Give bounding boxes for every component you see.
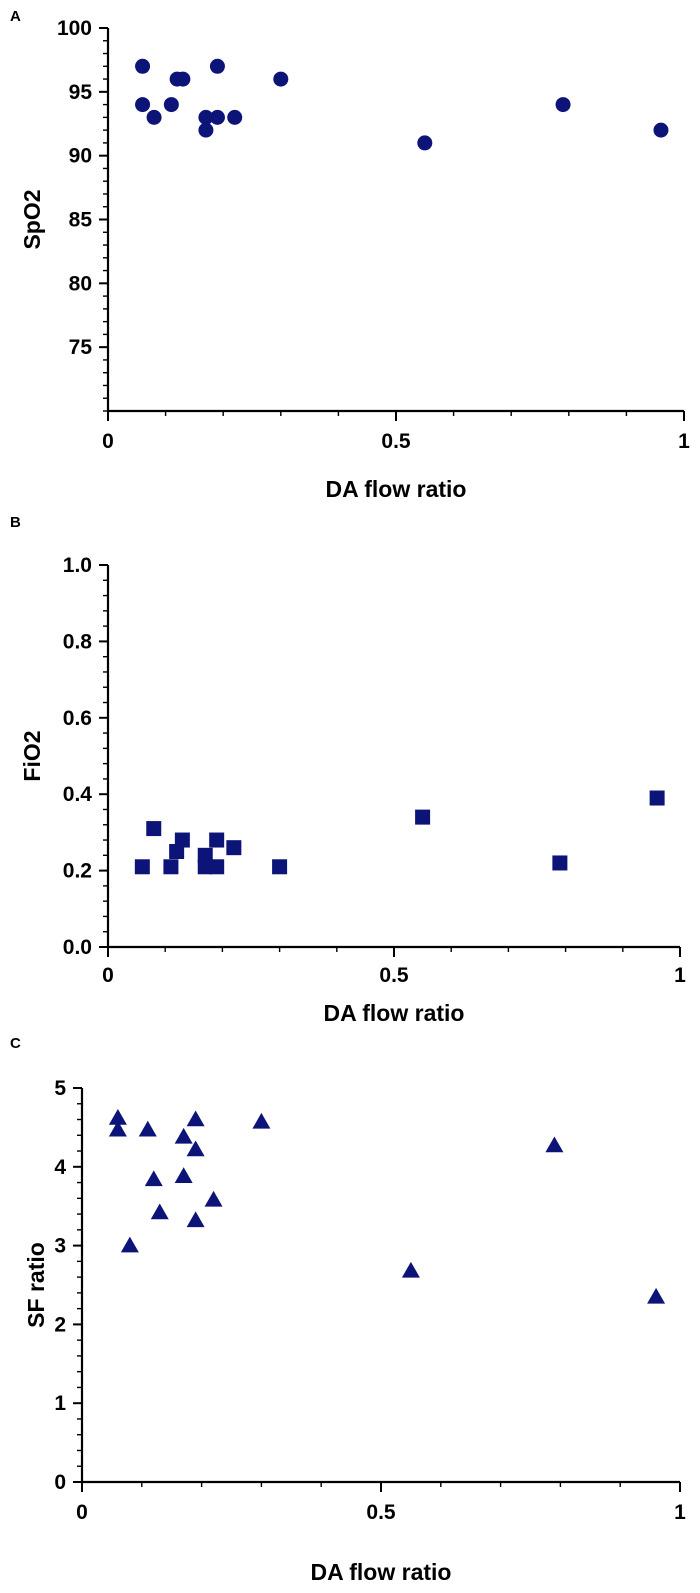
panel-b-y-axis-title: FiO2 [19, 730, 45, 781]
panel-a-point [273, 71, 289, 87]
panel-b-point [552, 855, 568, 871]
panel-c-point [647, 1287, 666, 1304]
panel-a-y-tick-label: 100 [57, 17, 92, 40]
panel-c-point [174, 1167, 193, 1184]
panel-a-x-tick-label: 0.5 [381, 430, 411, 453]
panel-a-point [653, 122, 669, 138]
panel-b: B 0.00.20.40.60.81.0 0 0.5 1 FiO2 DA flow … [10, 514, 686, 1026]
panel-b-y-tick-label: 0.2 [63, 860, 92, 883]
panel-a-y-tick-label: 85 [69, 209, 93, 232]
panel-a-points [135, 58, 669, 151]
panel-b-x-tick-label: 0.5 [379, 964, 409, 987]
panel-c-y-tick-label: 5 [54, 1077, 66, 1100]
panel-c-point [150, 1203, 169, 1220]
panel-a-point [175, 71, 191, 87]
panel-a-axes [99, 27, 685, 421]
panel-c-point [186, 1140, 205, 1157]
panel-c-letter: C [10, 1035, 21, 1052]
panel-a-y-tick-labels: 75 80 85 90 95 100 [57, 17, 92, 359]
panel-b-y-tick-labels: 0.0 0.2 0.4 0.6 0.8 1.0 [63, 554, 93, 959]
panel-b-x-tick-label: 0 [102, 964, 114, 987]
panel-a-point [163, 97, 179, 113]
panel-c-y-axis-title: SF ratio [23, 1242, 49, 1328]
panel-b-point [272, 859, 288, 875]
panel-a-point [135, 58, 151, 74]
panel-c-axes [73, 1087, 681, 1492]
panel-a-x-tick-label: 1 [678, 430, 690, 453]
panel-c-y-tick-label: 4 [54, 1156, 66, 1179]
panel-b-x-axis-title: DA flow ratio [324, 1000, 465, 1026]
panel-c-point [120, 1236, 139, 1253]
panel-b-y-tick-label: 0.6 [63, 707, 92, 730]
panel-b-point [146, 821, 162, 837]
panel-c-y-tick-label: 1 [54, 1392, 66, 1415]
panel-a-y-axis-title: SpO2 [19, 189, 45, 249]
panel-b-point [415, 809, 431, 825]
panel-c-x-tick-label: 0 [76, 1501, 88, 1524]
panel-c-point [545, 1136, 564, 1153]
panel-b-y-tick-label: 0.0 [63, 936, 92, 959]
panel-b-y-tick-label: 1.0 [63, 554, 92, 577]
panel-a-point [198, 122, 214, 138]
panel-c-x-axis-title: DA flow ratio [311, 1559, 452, 1585]
panel-b-point [169, 844, 185, 859]
panel-b-point [209, 859, 225, 875]
panel-c-point [108, 1108, 127, 1125]
panel-b-axes [99, 564, 681, 957]
panel-c-point [204, 1190, 223, 1207]
panel-c-x-tick-labels: 0 0.5 1 [76, 1501, 686, 1524]
panel-a-point [146, 109, 162, 125]
panel-a-point [227, 109, 243, 125]
panel-a-point [555, 97, 571, 113]
panel-c-point [186, 1211, 205, 1228]
panel-a-y-tick-label: 90 [69, 145, 92, 168]
panel-a-point [209, 109, 225, 125]
panel-c-y-tick-label: 2 [54, 1313, 66, 1336]
panel-c-x-tick-label: 0.5 [366, 1501, 396, 1524]
panel-b-x-tick-labels: 0 0.5 1 [102, 964, 686, 987]
panel-c-points [108, 1108, 666, 1304]
panel-a-letter: A [10, 8, 21, 25]
panel-b-point [134, 859, 150, 875]
panel-a-point [417, 135, 433, 151]
panel-c-x-tick-label: 1 [674, 1501, 686, 1524]
panel-a-y-tick-label: 80 [69, 272, 92, 295]
panel-a-point [209, 58, 225, 74]
panel-a-x-axis-title: DA flow ratio [326, 476, 467, 502]
panel-c-point [138, 1120, 157, 1137]
panel-c-point [186, 1110, 205, 1127]
panel-c-point [174, 1127, 193, 1144]
panel-b-point [649, 790, 665, 806]
panel-b-y-tick-label: 0.4 [63, 783, 93, 806]
panel-a-point [198, 109, 214, 125]
panel-c-point [108, 1120, 127, 1137]
panel-a-point [135, 97, 151, 113]
panel-c-y-tick-label: 0 [54, 1471, 66, 1494]
panel-c-point [252, 1112, 271, 1129]
panel-c-point [144, 1170, 163, 1187]
panel-b-y-tick-label: 0.8 [63, 630, 93, 653]
panel-a-x-tick-label: 0 [102, 430, 114, 453]
panel-a-y-tick-label: 75 [69, 336, 93, 359]
panel-b-point [174, 832, 190, 848]
panel-b-point [209, 832, 225, 848]
panel-b-point [163, 859, 179, 875]
panel-b-x-tick-label: 1 [674, 964, 686, 987]
panel-b-letter: B [10, 514, 21, 531]
panel-b-point [226, 840, 242, 856]
panel-a-y-tick-label: 95 [69, 81, 93, 104]
panel-b-point [197, 859, 213, 875]
panel-a-x-tick-labels: 0 0.5 1 [102, 430, 690, 453]
panel-c-y-tick-labels: 0 1 2 3 4 5 [54, 1077, 66, 1494]
panel-b-points [134, 790, 665, 875]
panel-c-y-tick-label: 3 [54, 1235, 66, 1258]
panel-b-point [197, 847, 213, 863]
panel-c-point [401, 1261, 420, 1278]
